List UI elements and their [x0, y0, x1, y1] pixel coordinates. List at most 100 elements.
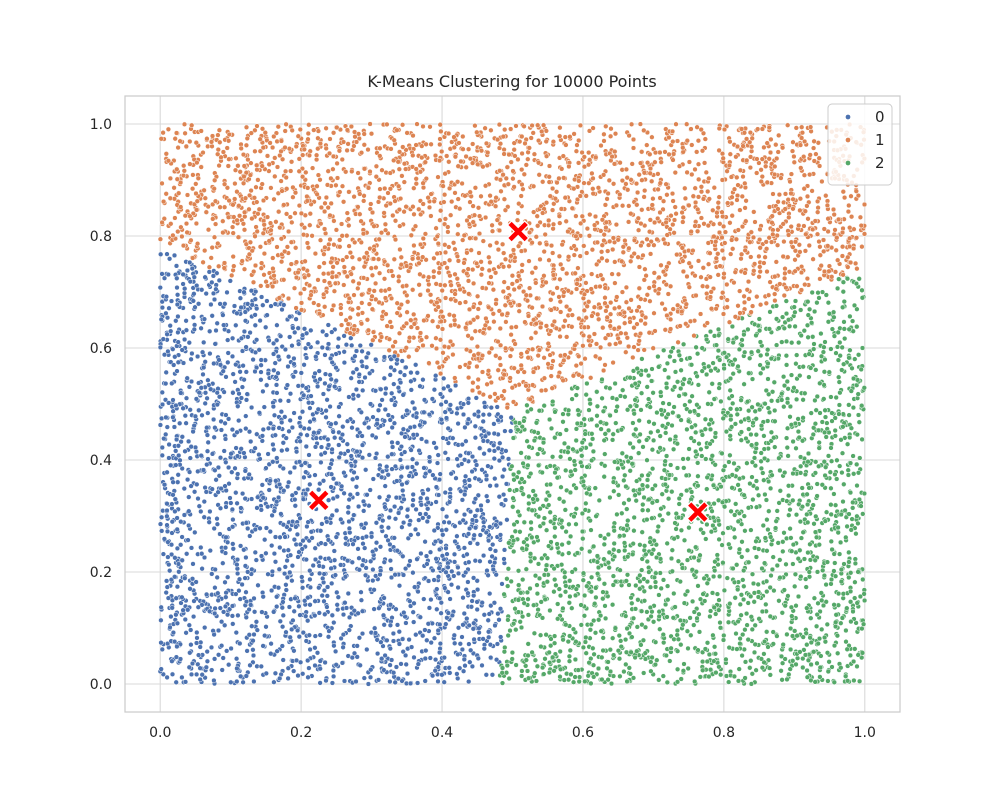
scatter-point-cluster-0: [209, 667, 215, 673]
scatter-point-cluster-0: [354, 366, 360, 372]
scatter-point-cluster-2: [689, 393, 695, 399]
scatter-point-cluster-1: [564, 334, 570, 340]
scatter-point-cluster-1: [274, 164, 281, 170]
scatter-point-cluster-1: [472, 185, 479, 191]
scatter-point-cluster-2: [839, 367, 845, 373]
scatter-point-cluster-0: [271, 412, 278, 418]
scatter-point-cluster-1: [278, 178, 284, 184]
scatter-point-cluster-0: [204, 648, 210, 655]
scatter-point-cluster-1: [285, 295, 292, 302]
scatter-point-cluster-1: [428, 141, 434, 147]
scatter-point-cluster-2: [846, 402, 852, 408]
scatter-point-cluster-0: [307, 576, 313, 583]
scatter-point-cluster-0: [387, 662, 393, 668]
scatter-point-cluster-1: [317, 237, 324, 243]
scatter-point-cluster-1: [770, 191, 776, 197]
scatter-point-cluster-1: [504, 310, 511, 317]
scatter-point-cluster-2: [795, 416, 801, 422]
scatter-point-cluster-2: [678, 367, 684, 373]
scatter-point-cluster-0: [436, 476, 443, 483]
scatter-point-cluster-1: [647, 298, 653, 304]
scatter-point-cluster-0: [188, 627, 194, 633]
scatter-point-cluster-0: [182, 679, 189, 685]
scatter-point-cluster-2: [713, 342, 720, 348]
scatter-point-cluster-0: [415, 531, 421, 537]
scatter-point-cluster-1: [651, 310, 657, 316]
scatter-point-cluster-0: [439, 553, 446, 559]
scatter-point-cluster-2: [792, 571, 799, 577]
scatter-point-cluster-2: [674, 632, 680, 638]
scatter-point-cluster-1: [861, 201, 868, 208]
scatter-point-cluster-2: [724, 575, 730, 581]
scatter-point-cluster-2: [686, 446, 692, 452]
scatter-point-cluster-0: [291, 608, 297, 614]
scatter-point-cluster-2: [725, 619, 732, 625]
scatter-point-cluster-2: [680, 381, 686, 387]
scatter-point-cluster-1: [486, 349, 492, 356]
scatter-point-cluster-0: [217, 605, 223, 611]
scatter-point-cluster-0: [207, 508, 213, 515]
scatter-point-cluster-0: [421, 397, 428, 403]
scatter-point-cluster-0: [499, 473, 506, 480]
scatter-point-cluster-1: [781, 292, 787, 299]
scatter-point-cluster-1: [509, 273, 516, 279]
scatter-point-cluster-0: [391, 503, 398, 510]
scatter-point-cluster-2: [508, 578, 514, 585]
scatter-point-cluster-1: [224, 185, 231, 191]
scatter-point-cluster-0: [323, 332, 330, 338]
scatter-point-cluster-0: [477, 532, 483, 538]
scatter-point-cluster-0: [271, 550, 278, 557]
scatter-point-cluster-2: [765, 347, 771, 353]
scatter-point-cluster-0: [291, 410, 297, 416]
scatter-point-cluster-0: [182, 413, 188, 419]
scatter-point-cluster-1: [475, 376, 481, 383]
scatter-point-cluster-0: [254, 305, 260, 312]
scatter-point-cluster-0: [263, 324, 269, 330]
scatter-point-cluster-1: [361, 142, 367, 148]
scatter-point-cluster-0: [397, 457, 404, 463]
scatter-point-cluster-1: [330, 130, 337, 136]
scatter-point-cluster-1: [576, 137, 582, 144]
scatter-point-cluster-2: [782, 469, 788, 476]
scatter-point-cluster-0: [159, 389, 165, 396]
scatter-point-cluster-2: [841, 319, 847, 325]
scatter-point-cluster-0: [157, 422, 164, 428]
scatter-point-cluster-1: [350, 278, 356, 284]
scatter-point-cluster-1: [205, 227, 212, 233]
scatter-point-cluster-1: [322, 230, 329, 237]
scatter-point-cluster-2: [685, 645, 691, 652]
scatter-point-cluster-2: [707, 426, 714, 433]
scatter-point-cluster-1: [429, 343, 435, 349]
scatter-point-cluster-0: [223, 504, 229, 510]
scatter-point-cluster-1: [339, 233, 345, 239]
scatter-point-cluster-2: [570, 679, 577, 685]
scatter-point-cluster-1: [463, 164, 469, 170]
scatter-point-cluster-2: [755, 581, 761, 588]
scatter-point-cluster-1: [193, 220, 200, 227]
scatter-point-cluster-1: [403, 283, 410, 289]
scatter-point-cluster-1: [592, 353, 599, 359]
scatter-point-cluster-2: [837, 353, 843, 359]
scatter-point-cluster-2: [733, 501, 739, 507]
scatter-point-cluster-2: [752, 622, 758, 628]
scatter-point-cluster-0: [258, 362, 264, 368]
scatter-point-cluster-1: [264, 283, 271, 289]
scatter-point-cluster-2: [560, 605, 566, 612]
scatter-point-cluster-0: [234, 678, 240, 685]
scatter-point-cluster-0: [332, 648, 339, 655]
scatter-point-cluster-1: [519, 268, 525, 274]
scatter-point-cluster-1: [695, 161, 702, 167]
scatter-point-cluster-0: [214, 320, 220, 326]
scatter-point-cluster-0: [310, 562, 316, 569]
scatter-point-cluster-1: [433, 225, 439, 231]
scatter-point-cluster-2: [727, 387, 733, 394]
scatter-point-cluster-0: [462, 473, 469, 479]
scatter-point-cluster-2: [572, 674, 578, 680]
scatter-point-cluster-0: [228, 679, 234, 685]
scatter-point-cluster-1: [392, 218, 399, 224]
scatter-point-cluster-2: [739, 652, 745, 659]
scatter-point-cluster-0: [164, 424, 170, 430]
scatter-points: [157, 121, 868, 687]
scatter-point-cluster-0: [306, 452, 312, 458]
scatter-point-cluster-0: [320, 391, 327, 397]
